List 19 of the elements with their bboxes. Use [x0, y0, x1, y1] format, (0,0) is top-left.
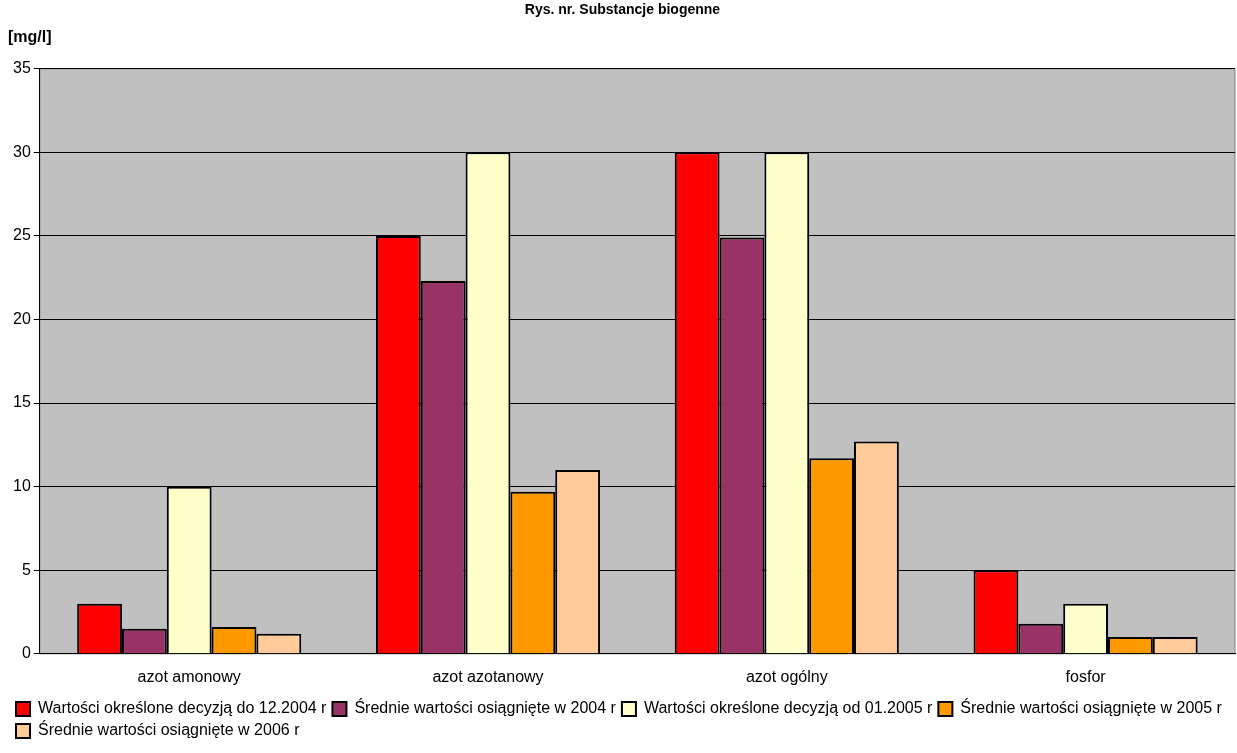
- legend-label: Wartości określone decyzją od 01.2005 r: [643, 699, 934, 717]
- legend-label: Średnie wartości osiągnięte w 2004 r: [354, 698, 617, 717]
- y-tick-label: 20: [13, 309, 31, 327]
- y-tick-label: 35: [13, 59, 31, 77]
- x-tick-label: fosfor: [1065, 667, 1107, 685]
- y-tick-label: 15: [13, 393, 31, 411]
- y-tick-label: 0: [21, 644, 31, 662]
- legend-label: Średnie wartości osiągnięte w 2006 r: [38, 720, 301, 739]
- y-tick-label: 10: [13, 477, 31, 495]
- legend-label: Wartości określone decyzją do 12.2004 r: [38, 699, 328, 717]
- x-tick-label: azot amonowy: [137, 667, 241, 685]
- x-tick-label: azot azotanowy: [432, 667, 544, 685]
- legend-label: Średnie wartości osiągnięte w 2005 r: [960, 698, 1223, 717]
- x-tick-label: azot ogólny: [745, 667, 828, 685]
- y-axis-title: [mg/l]: [8, 28, 52, 46]
- y-tick-label: 30: [13, 142, 31, 160]
- chart-title: Rys. nr. Substancje biogenne: [524, 1, 721, 18]
- y-tick-label: 25: [13, 226, 31, 244]
- y-tick-label: 5: [21, 560, 31, 578]
